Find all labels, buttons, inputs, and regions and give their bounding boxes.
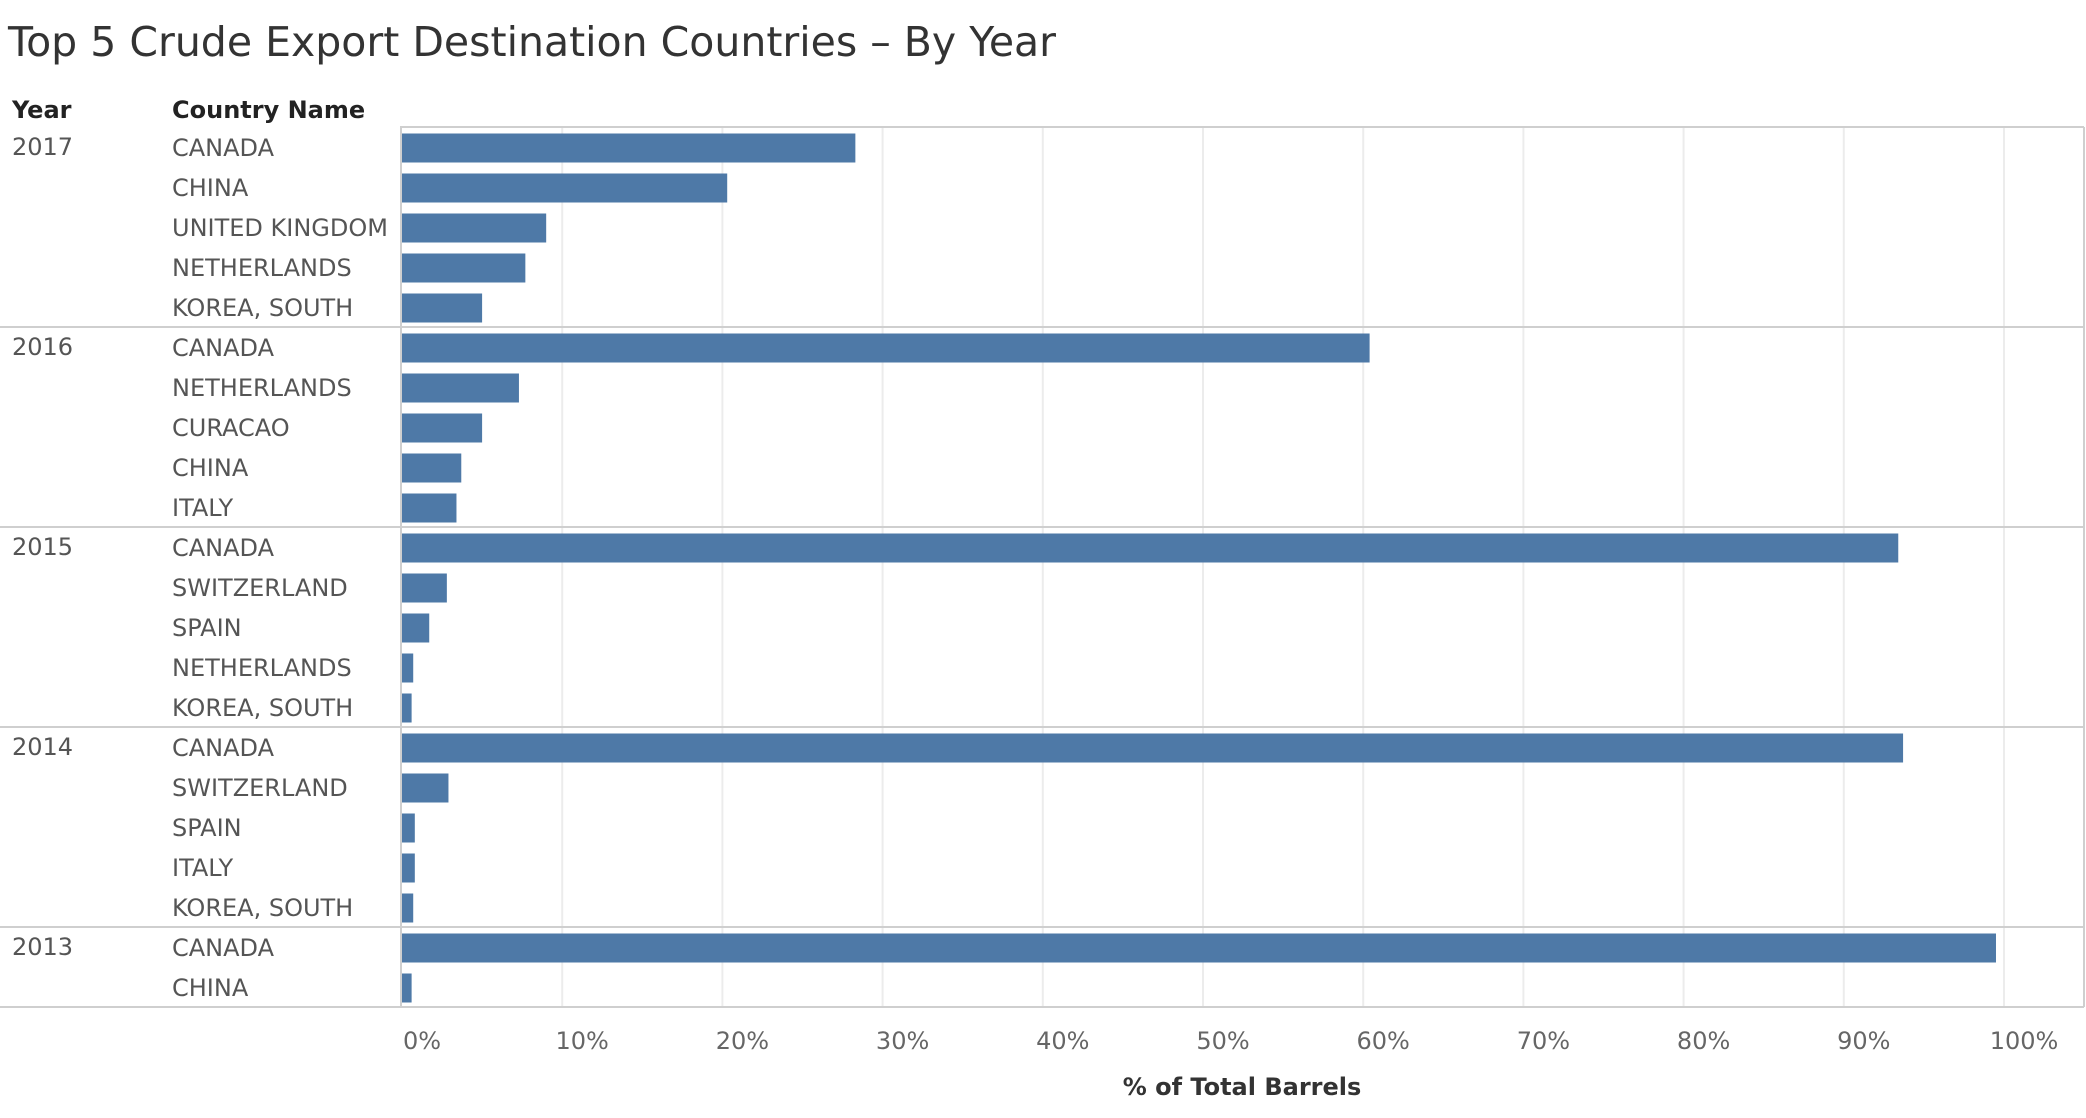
bar	[402, 293, 483, 323]
x-tick-label: 10%	[556, 1027, 609, 1055]
year-label: 2014	[12, 733, 73, 761]
row-labels: 2017 CANADA CHINA UNITED KINGDOM NETHERLANDS…	[12, 133, 388, 1002]
bar	[402, 813, 415, 843]
x-tick-label: 30%	[876, 1027, 929, 1055]
bar	[402, 453, 462, 483]
x-tick-label: 90%	[1837, 1027, 1890, 1055]
country-label: CHINA	[172, 454, 249, 482]
x-tick-label: 0%	[403, 1027, 441, 1055]
x-tick-label: 40%	[1036, 1027, 1089, 1055]
country-label: SWITZERLAND	[172, 574, 348, 602]
bar	[402, 573, 447, 603]
country-label: CHINA	[172, 174, 249, 202]
x-tick-label: 20%	[716, 1027, 769, 1055]
gridlines	[561, 127, 2005, 1007]
country-label: NETHERLANDS	[172, 654, 352, 682]
country-label: NETHERLANDS	[172, 374, 352, 402]
country-label: CANADA	[172, 334, 275, 362]
country-label: SWITZERLAND	[172, 774, 348, 802]
x-tick-label: 60%	[1357, 1027, 1410, 1055]
bar	[402, 253, 526, 283]
x-tick-label: 80%	[1677, 1027, 1730, 1055]
bar	[402, 853, 415, 883]
country-label: ITALY	[172, 494, 233, 522]
bar	[402, 733, 1904, 763]
country-label: UNITED KINGDOM	[172, 214, 388, 242]
year-label: 2016	[12, 333, 73, 361]
country-label: KOREA, SOUTH	[172, 694, 353, 722]
bar	[402, 693, 412, 723]
year-label: 2015	[12, 533, 73, 561]
country-label: SPAIN	[172, 614, 242, 642]
x-axis-label: % of Total Barrels	[1123, 1073, 1362, 1101]
bar	[402, 413, 483, 443]
x-tick-label: 70%	[1517, 1027, 1570, 1055]
country-label: CANADA	[172, 534, 275, 562]
country-label: KOREA, SOUTH	[172, 294, 353, 322]
bar	[402, 373, 519, 403]
country-label: CANADA	[172, 734, 275, 762]
bar	[402, 173, 728, 203]
country-label: CANADA	[172, 934, 275, 962]
bar	[402, 333, 1370, 363]
bar	[402, 213, 547, 243]
bars	[402, 133, 1996, 1003]
year-label: 2013	[12, 933, 73, 961]
x-tick-label: 50%	[1196, 1027, 1249, 1055]
bar	[402, 133, 856, 163]
bar	[402, 933, 1996, 963]
year-column-header: Year	[11, 96, 72, 124]
bar	[402, 973, 412, 1003]
country-label: CURACAO	[172, 414, 290, 442]
country-label: ITALY	[172, 854, 233, 882]
x-axis-ticks: 0% 10% 20% 30% 40% 50% 60% 70% 80% 90% 100%	[403, 1027, 2058, 1055]
year-label: 2017	[12, 133, 73, 161]
country-label: CANADA	[172, 134, 275, 162]
bar	[402, 893, 414, 923]
x-tick-label: 100%	[1990, 1027, 2059, 1055]
country-label: SPAIN	[172, 814, 242, 842]
chart-title: Top 5 Crude Export Destination Countries…	[7, 18, 1056, 66]
bar	[402, 613, 430, 643]
bar	[402, 533, 1899, 563]
bar	[402, 773, 449, 803]
group-separators	[0, 126, 2085, 1008]
country-label: KOREA, SOUTH	[172, 894, 353, 922]
bar	[402, 493, 457, 523]
country-label: NETHERLANDS	[172, 254, 352, 282]
country-label: CHINA	[172, 974, 249, 1002]
country-column-header: Country Name	[172, 96, 365, 124]
bar	[402, 653, 414, 683]
